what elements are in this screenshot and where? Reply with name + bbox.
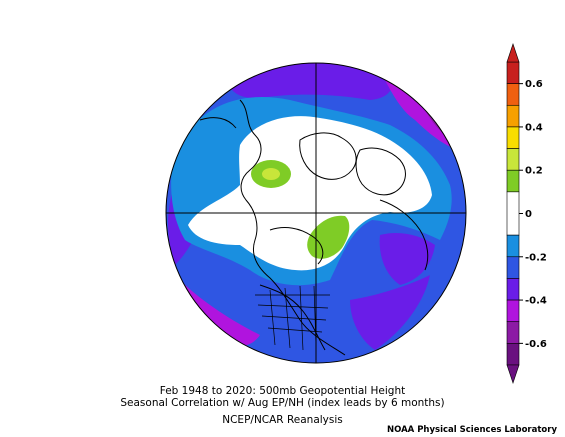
colorbar-bin-4 [506,148,520,171]
colorbar-bin-6 [506,191,520,236]
colorbar-tick-label: -0.4 [525,296,547,307]
positive-patch-west-core [262,168,280,180]
region-strong-negative-southeast [379,233,435,285]
coastlines [199,99,429,356]
colorbar-bin-1 [506,83,520,106]
colorbar-bin-9 [506,278,520,301]
region-near-zero [188,116,432,271]
colorbar-min-arrow [506,364,520,384]
credit-label: NOAA Physical Sciences Laboratory [386,425,557,435]
polar-map [165,62,467,364]
positive-patch-central [307,215,350,259]
colorbar-bin-12 [506,343,520,366]
colorbar-tick-label: 0 [525,209,532,220]
colorbar: 0.6 0.4 0.2 0 -0.2 -0.4 -0.6 [506,43,547,384]
colorbar-bin-2 [506,104,520,128]
region-strong-negative-southwest [180,280,260,347]
colorbar-bin-0 [506,61,520,84]
colorbar-tick-label: 0.6 [525,79,543,90]
colorbar-bin-11 [506,321,520,344]
correlation-field [166,63,466,363]
region-strong-negative-north [228,63,393,100]
region-near-zero-north [319,125,380,150]
colorbar-bin-3 [506,126,520,149]
colorbar-max-arrow [506,43,520,63]
colorbar-tick-label: -0.6 [525,339,547,350]
region-strong-negative-south [350,275,430,350]
title-line-2: Seasonal Correlation w/ Aug EP/NH (index… [120,397,445,409]
colorbar-bin-5 [506,169,520,193]
map-disk-outline [165,62,467,364]
colorbar-bin-8 [506,256,520,279]
colorbar-tick-label: 0.2 [525,166,543,177]
colorbar-tick-label: -0.2 [525,252,547,263]
political-boundaries [255,285,330,351]
title-line-3: NCEP/NCAR Reanalysis [222,414,343,426]
colorbar-tick-label: 0.4 [525,122,543,133]
colorbar-bin-7 [506,234,520,258]
title-line-1: Feb 1948 to 2020: 500mb Geopotential Hei… [159,385,406,397]
colorbar-bin-10 [506,299,520,323]
